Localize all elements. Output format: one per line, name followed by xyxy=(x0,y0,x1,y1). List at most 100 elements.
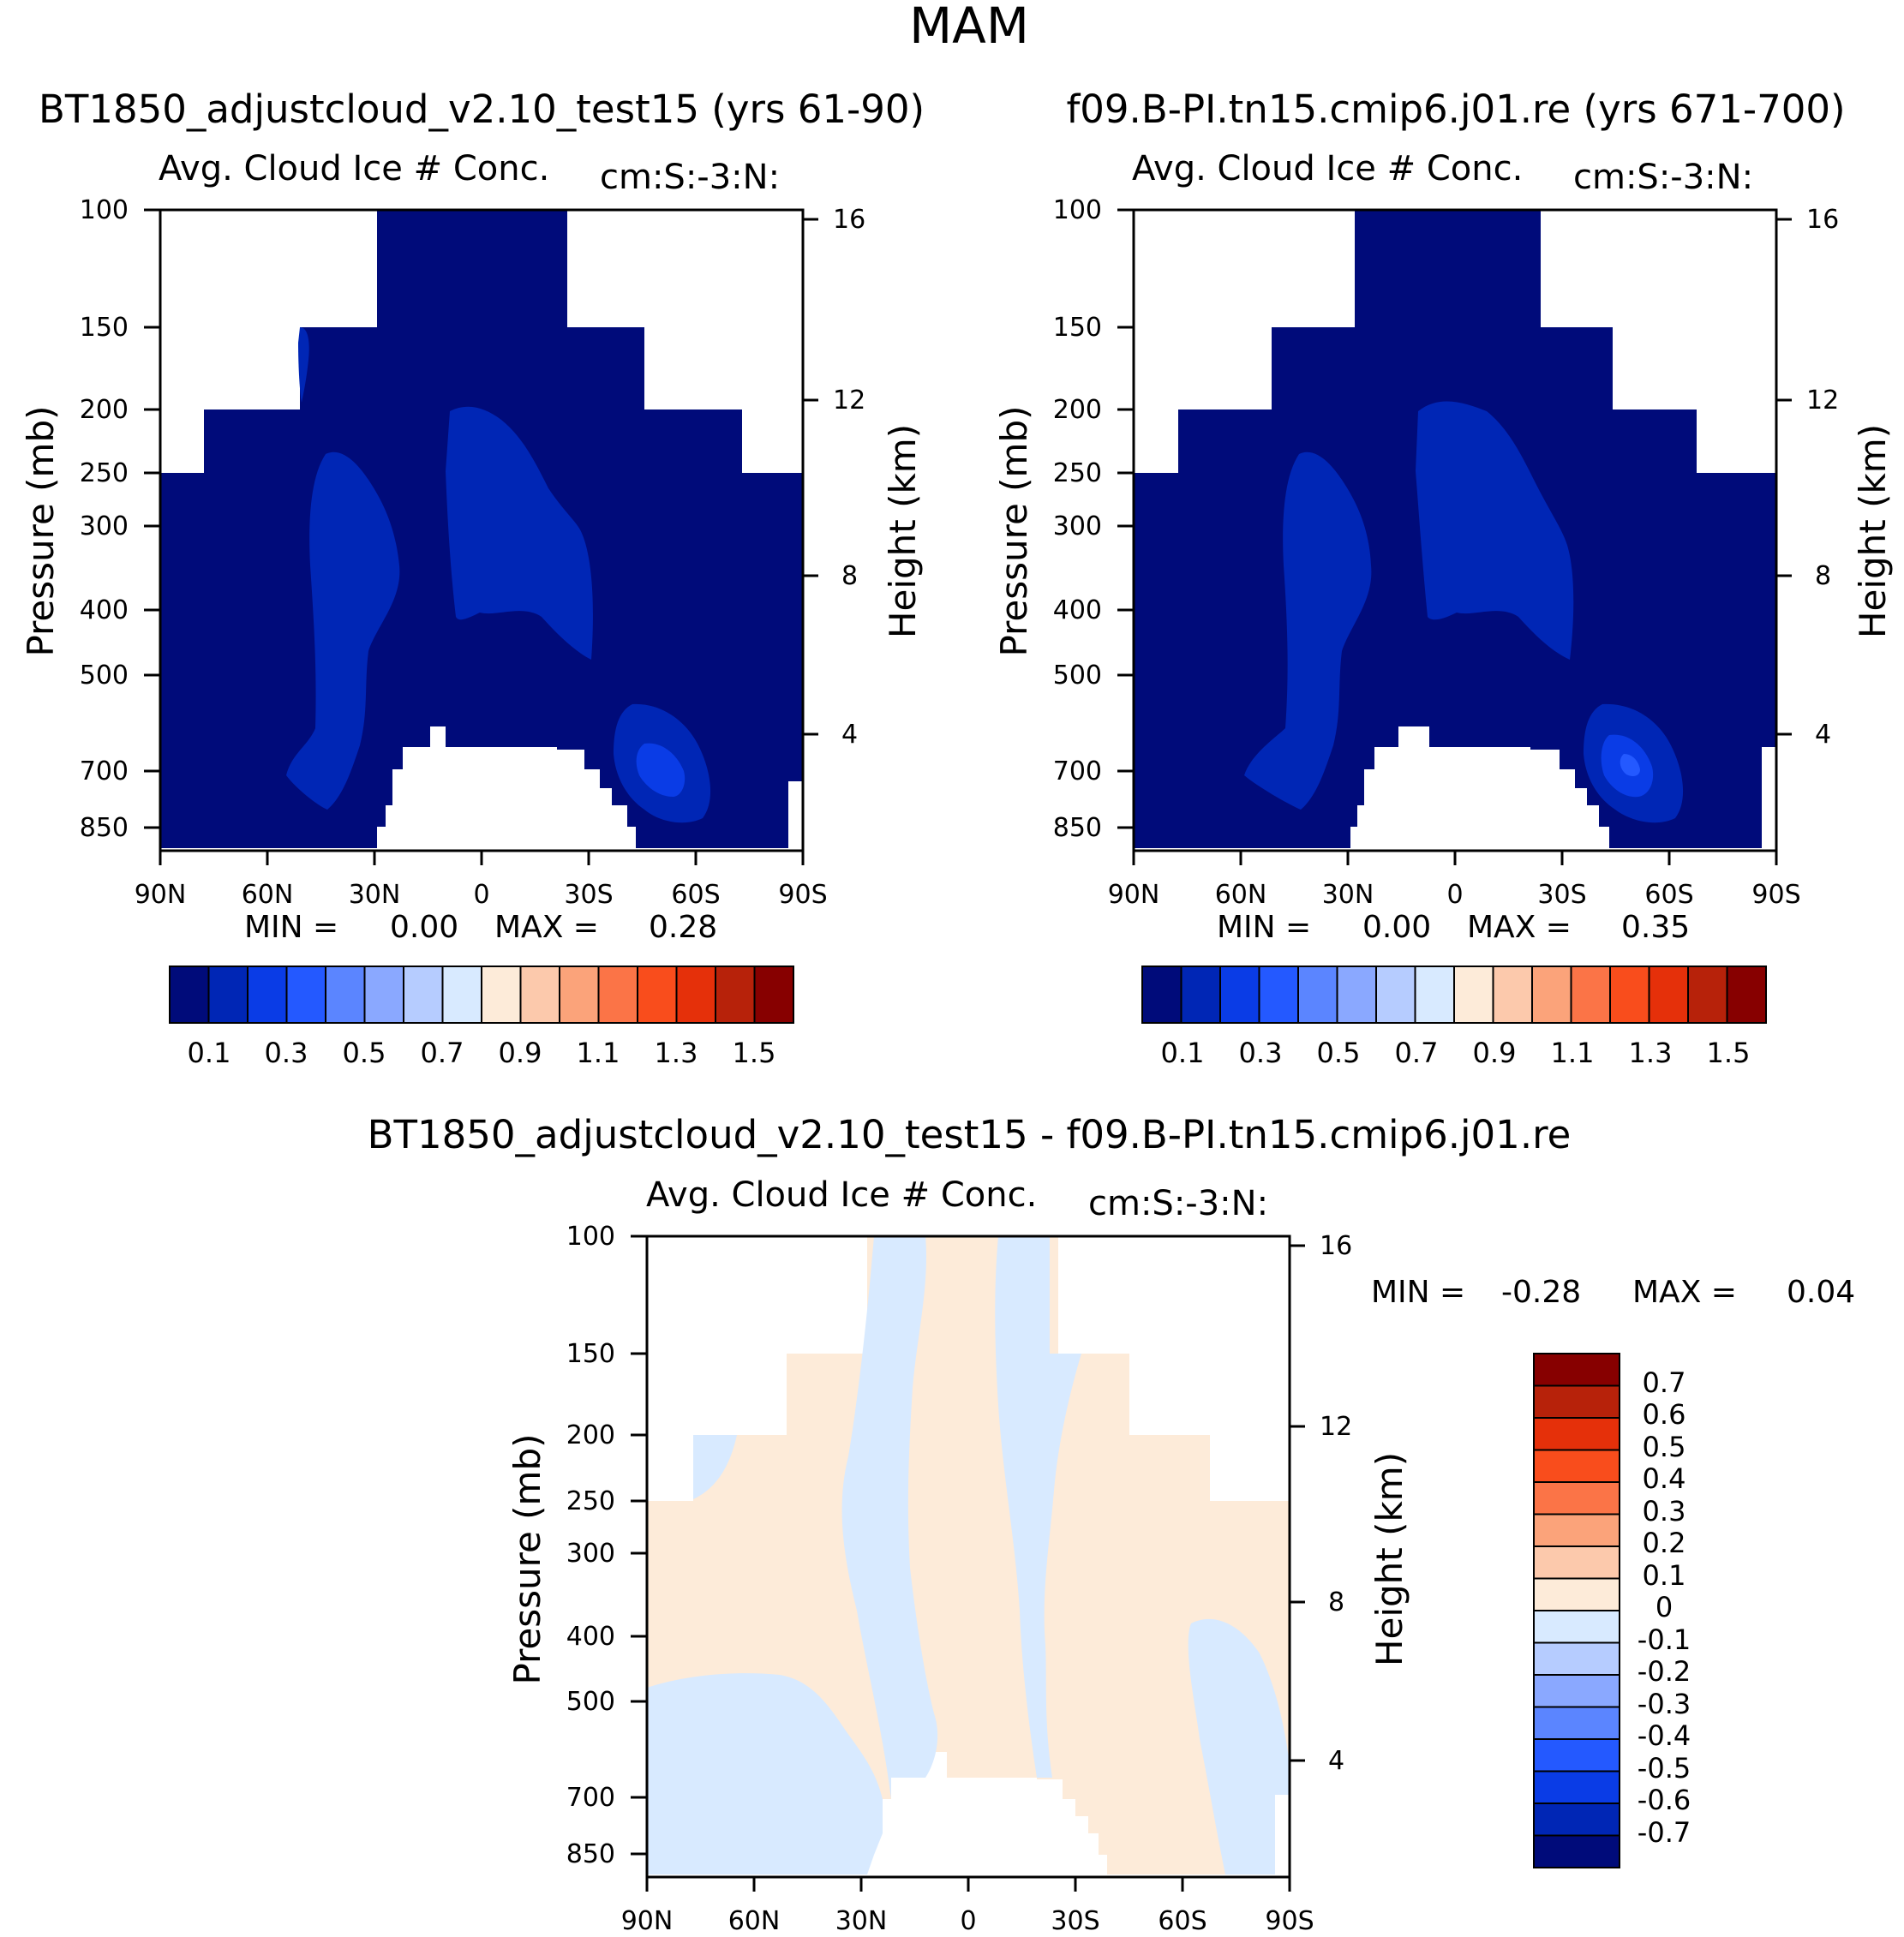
colorbar-label: 0.1 xyxy=(188,1037,231,1069)
colorbar-swatch xyxy=(1531,966,1572,1024)
colorbar-swatch xyxy=(597,966,638,1024)
y2-axis-label-diff: Height (km) xyxy=(1368,1452,1410,1666)
colorbar-label: 0.5 xyxy=(1317,1037,1361,1069)
x-tick-label: 30N xyxy=(1322,880,1374,910)
y2-tick-labels-left: 16 12 8 4 xyxy=(833,205,865,750)
colorbar-swatch xyxy=(403,966,444,1024)
y-tick-label: 500 xyxy=(80,661,129,691)
x-tick-label: 90N xyxy=(135,880,187,910)
colorbar-label: 1.1 xyxy=(1551,1037,1595,1069)
x-tick-label: 60N xyxy=(242,880,294,910)
min-value: 0.00 xyxy=(390,910,458,945)
contour-fill-level-2 xyxy=(636,743,686,797)
colorbar-label: 0.1 xyxy=(1643,1559,1686,1592)
colorbar-label: -0.2 xyxy=(1638,1655,1691,1688)
y-tick-label: 200 xyxy=(1053,395,1102,425)
contour-fill-negative-e xyxy=(693,1435,737,1499)
colorbar-swatch xyxy=(1533,1384,1620,1419)
y2-tick-label: 8 xyxy=(1328,1587,1344,1617)
colorbar-label: -0.3 xyxy=(1638,1688,1691,1720)
y-ticks-diff xyxy=(631,1235,647,1856)
colorbar-swatch xyxy=(1533,1545,1620,1580)
colorbar-label: -0.1 xyxy=(1638,1623,1691,1656)
y-tick-label: 500 xyxy=(1053,661,1102,691)
colorbar-swatch xyxy=(169,966,210,1024)
colorbar-label: -0.7 xyxy=(1638,1816,1691,1849)
x-tick-labels-right: 90N 60N 30N 0 30S 60S 90S xyxy=(1108,880,1801,910)
colorbar-swatch xyxy=(441,966,482,1024)
colorbar-label: 0 xyxy=(1656,1591,1673,1623)
y-tick-label: 850 xyxy=(566,1839,615,1869)
y-tick-label: 100 xyxy=(566,1222,615,1252)
y-tick-label: 700 xyxy=(1053,756,1102,786)
colorbar-swatch xyxy=(519,966,560,1024)
colorbar-swatch xyxy=(1533,1481,1620,1516)
y-tick-label: 300 xyxy=(1053,511,1102,541)
colorbar-swatch xyxy=(1533,1641,1620,1676)
x-tick-label: 60S xyxy=(1644,880,1693,910)
y-tick-label: 400 xyxy=(80,595,129,625)
colorbar-label: 0.4 xyxy=(1643,1462,1686,1495)
colorbar-swatch xyxy=(1219,966,1260,1024)
y2-tick-label: 16 xyxy=(1806,205,1839,235)
colorbar-swatch xyxy=(1533,1610,1620,1644)
colorbar-swatch xyxy=(1414,966,1455,1024)
min-label: MIN = xyxy=(1217,910,1311,945)
y-tick-label: 150 xyxy=(1053,313,1102,343)
min-value: -0.28 xyxy=(1501,1275,1581,1310)
y-tick-label: 850 xyxy=(1053,813,1102,843)
panel-top-right: f09.B-PI.tn15.cmip6.j01.re (yrs 671-700)… xyxy=(993,87,1894,1069)
x-tick-label: 90N xyxy=(1108,880,1160,910)
y-tick-labels-diff: 100 150 200 250 300 400 500 700 850 xyxy=(566,1222,615,1869)
y2-tick-label: 4 xyxy=(1328,1746,1344,1776)
colorbar-swatch xyxy=(1609,966,1650,1024)
colorbar-swatch xyxy=(1648,966,1689,1024)
y-tick-label: 300 xyxy=(566,1539,615,1569)
case-title-left: BT1850_adjustcloud_v2.10_test15 (yrs 61-… xyxy=(39,87,925,132)
minmax-left: MIN = 0.00 MAX = 0.28 xyxy=(244,910,717,945)
y2-tick-label: 8 xyxy=(841,561,858,591)
colorbar-label: -0.5 xyxy=(1638,1752,1691,1785)
y-tick-label: 250 xyxy=(80,458,129,488)
contour-fill-level-3 xyxy=(1620,754,1640,776)
x-tick-label: 30N xyxy=(835,1906,888,1936)
y-tick-label: 850 xyxy=(80,813,129,843)
y-tick-label: 100 xyxy=(80,195,129,225)
y2-axis-label-right: Height (km) xyxy=(1852,424,1894,638)
colorbar-swatch xyxy=(1533,1706,1620,1740)
x-tick-label: 60S xyxy=(671,880,720,910)
x-tick-label: 30S xyxy=(1537,880,1586,910)
x-tick-labels-left: 90N 60N 30N 0 30S 60S 90S xyxy=(135,880,828,910)
colorbar-diff xyxy=(1533,1353,1620,1868)
colorbar-labels-right: 0.1 0.3 0.5 0.7 0.9 1.1 1.3 1.5 xyxy=(1161,1037,1751,1069)
colorbar-swatch xyxy=(1533,1738,1620,1773)
colorbar-swatch xyxy=(1533,1577,1620,1611)
units-label-left: cm:S:-3:N: xyxy=(600,158,780,197)
colorbar-label: -0.4 xyxy=(1638,1719,1691,1752)
min-label: MIN = xyxy=(244,910,338,945)
colorbar-swatch xyxy=(1533,1353,1620,1387)
x-tick-label: 60S xyxy=(1158,1906,1206,1936)
minmax-right: MIN = 0.00 MAX = 0.35 xyxy=(1217,910,1690,945)
contour-fill-level-1-d xyxy=(298,327,309,403)
colorbar-label: 1.5 xyxy=(733,1037,776,1069)
page-title: MAM xyxy=(909,0,1029,55)
colorbar-swatch xyxy=(1375,966,1416,1024)
colorbar-label: 1.3 xyxy=(655,1037,698,1069)
colorbar-swatch xyxy=(1687,966,1728,1024)
x-tick-label: 30S xyxy=(1051,1906,1099,1936)
plot-area-diff xyxy=(645,1235,1291,1879)
colorbar-swatch xyxy=(637,966,678,1024)
y-tick-label: 500 xyxy=(566,1687,615,1717)
y-axis-label-left: Pressure (mb) xyxy=(20,405,62,656)
colorbar-swatch xyxy=(1533,1770,1620,1804)
y-ticks-right xyxy=(1117,208,1134,829)
x-ticks-right xyxy=(1132,851,1778,865)
x-tick-label: 30N xyxy=(349,880,401,910)
case-title-diff: BT1850_adjustcloud_v2.10_test15 - f09.B-… xyxy=(368,1112,1572,1157)
colorbar-label: 1.5 xyxy=(1707,1037,1751,1069)
y2-tick-label: 12 xyxy=(1806,386,1839,415)
colorbar-label: 0.7 xyxy=(1643,1366,1686,1399)
colorbar-labels-left: 0.1 0.3 0.5 0.7 0.9 1.1 1.3 1.5 xyxy=(188,1037,776,1069)
